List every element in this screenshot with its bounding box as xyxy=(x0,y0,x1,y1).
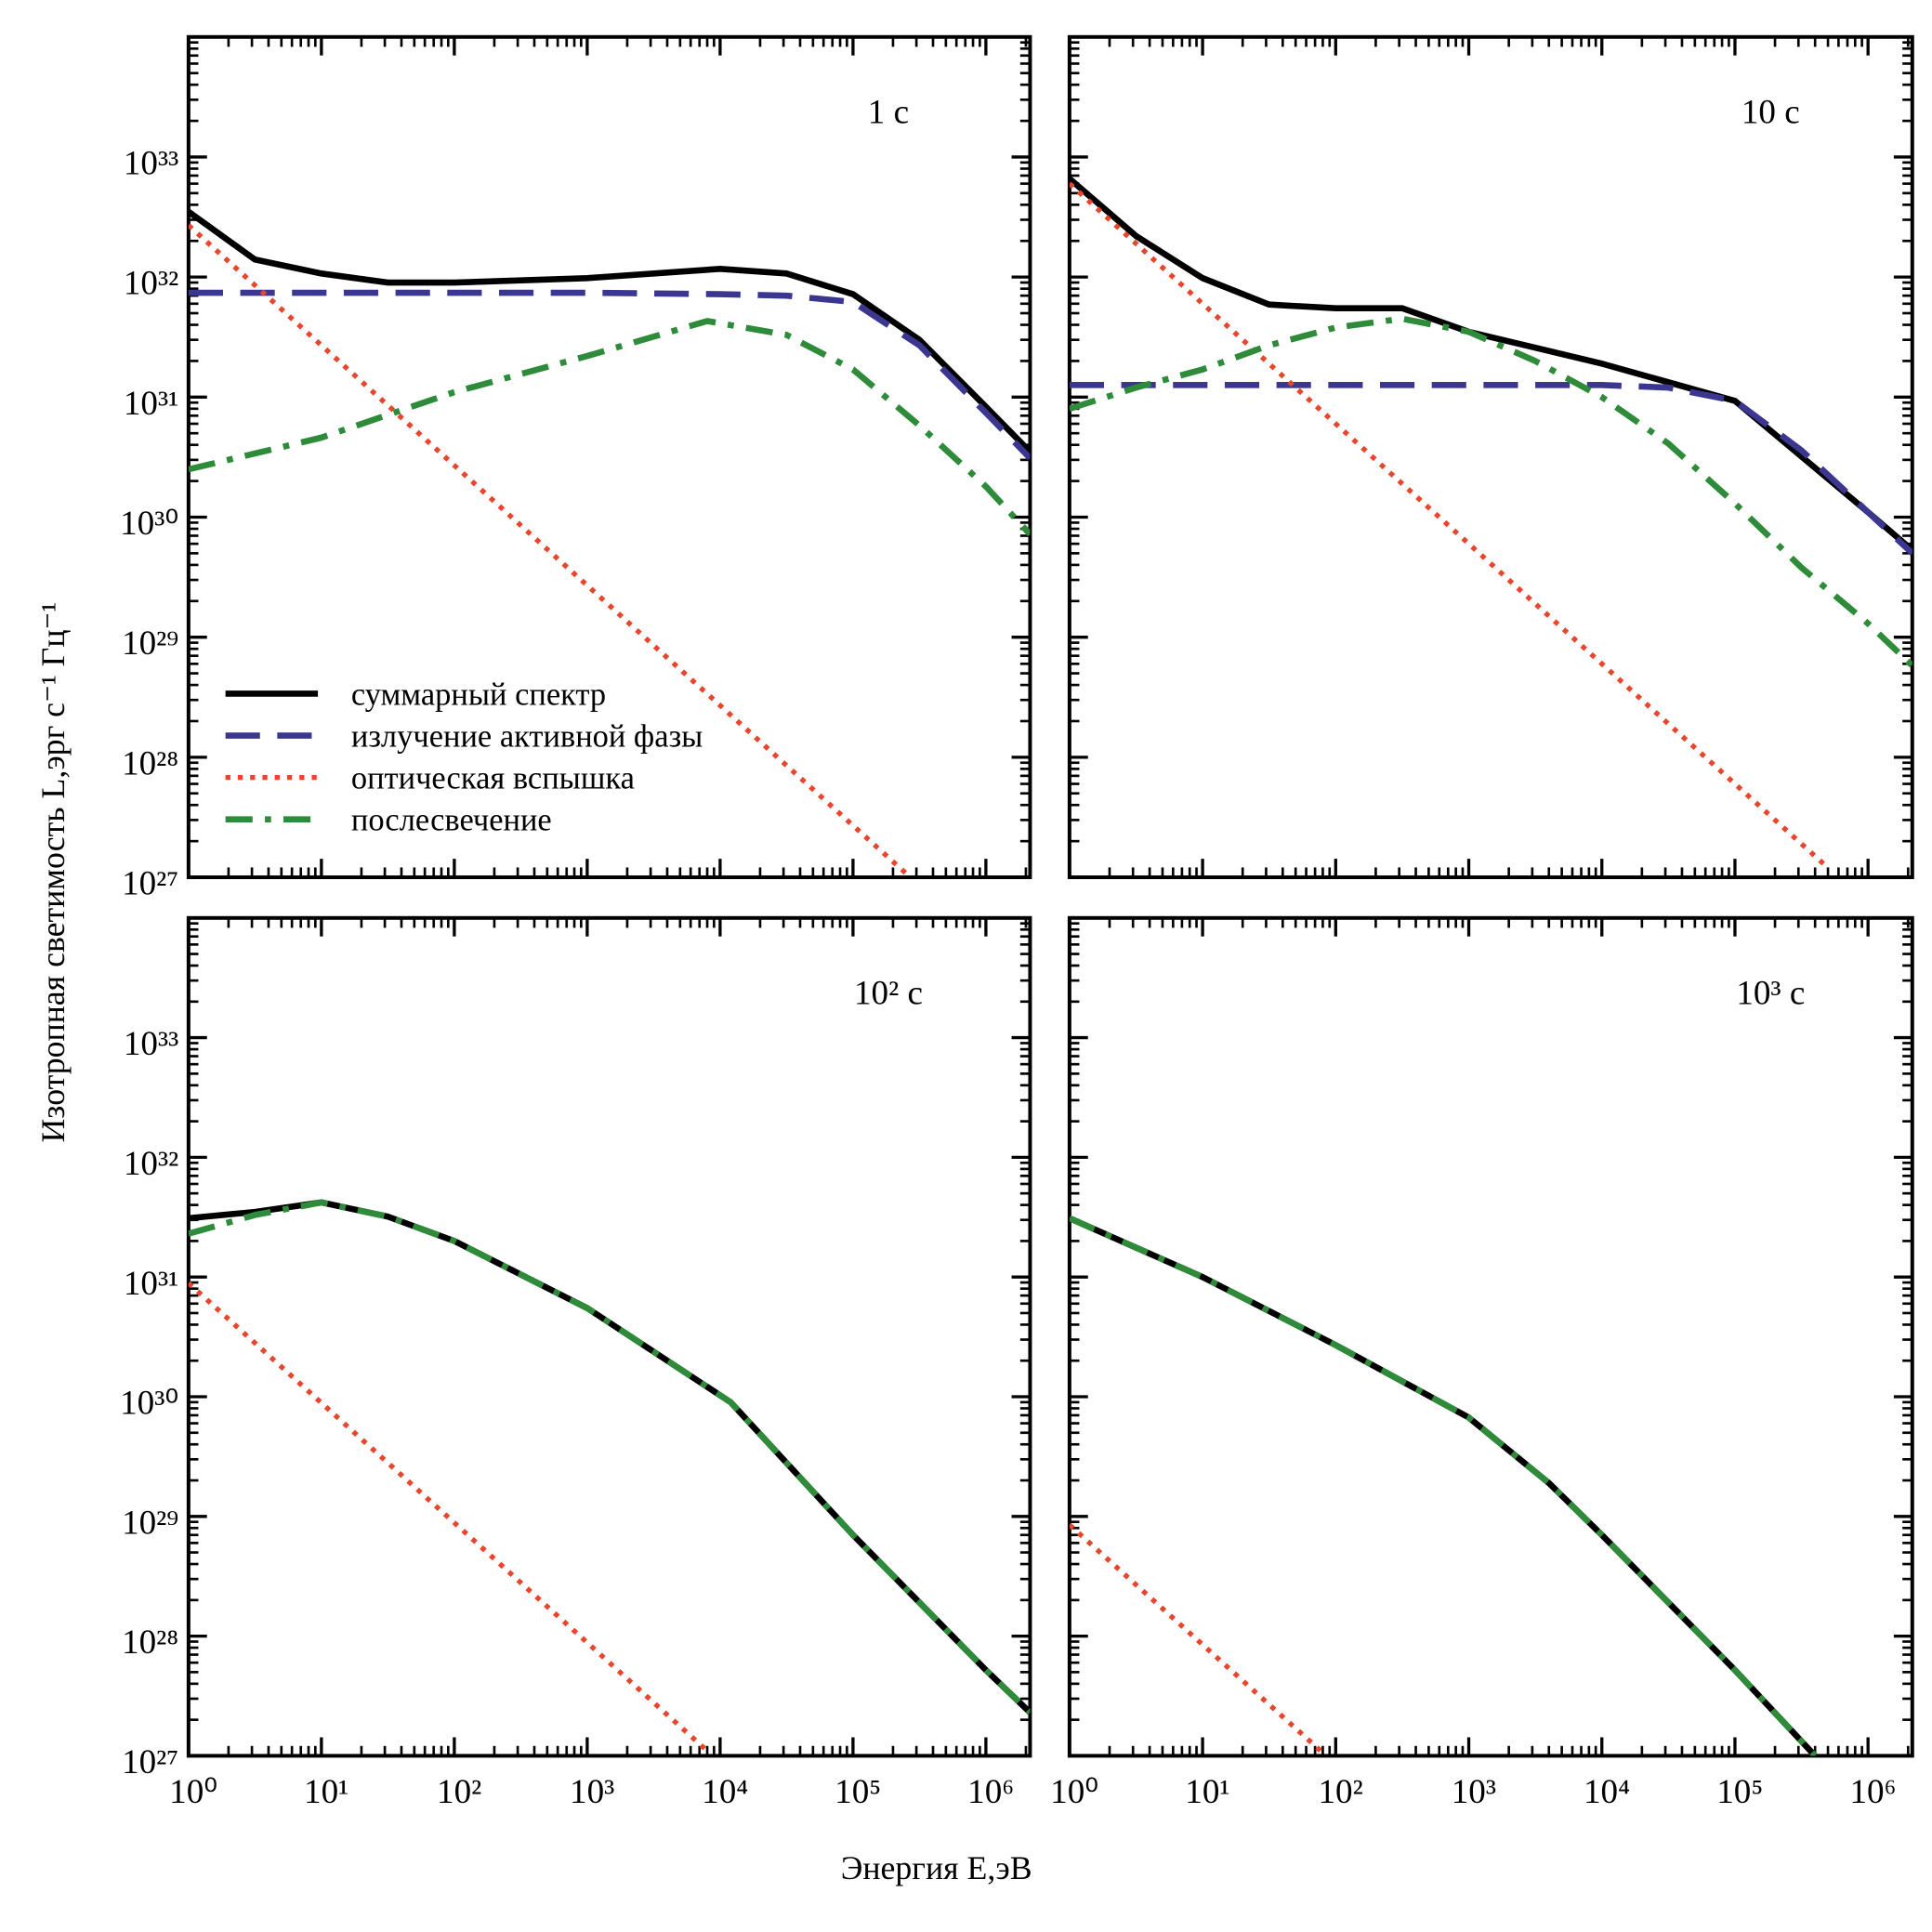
x-tick-label: 10⁵ xyxy=(1716,1773,1763,1811)
y-tick-label: 10²⁷ xyxy=(122,1743,178,1781)
y-tick-label: 10²⁹ xyxy=(122,624,178,663)
series-line xyxy=(188,1199,1031,1715)
panel-label: 1 с xyxy=(868,94,909,132)
series-line xyxy=(188,209,1031,454)
series-line xyxy=(1069,1522,1325,1755)
x-tick-label: 10⁰ xyxy=(169,1773,217,1811)
series-line xyxy=(1069,181,1830,870)
x-tick-label: 10² xyxy=(1318,1773,1362,1811)
series-line xyxy=(188,289,1031,461)
x-tick-label: 10⁶ xyxy=(967,1773,1014,1811)
series-line xyxy=(1069,1215,1818,1756)
y-tick-label: 10³³ xyxy=(124,145,178,183)
series-line xyxy=(188,223,908,875)
legend-label: излучение активной фазы xyxy=(351,718,703,754)
x-tick-label: 10¹ xyxy=(1185,1773,1229,1811)
series-line xyxy=(1069,382,1912,556)
x-tick-label: 10⁴ xyxy=(1584,1773,1630,1811)
series-line xyxy=(1069,315,1912,668)
y-tick-label: 10³⁰ xyxy=(120,505,178,543)
y-tick-label: 10³³ xyxy=(124,1025,178,1063)
x-tick-label: 10⁵ xyxy=(835,1773,881,1811)
series-line xyxy=(188,1199,1031,1715)
legend-label: послесвечение xyxy=(351,803,552,838)
panel-label: 10³ с xyxy=(1736,975,1805,1013)
y-axis-title: Изотропная светимость L,эрг с⁻¹ Гц⁻¹ xyxy=(34,602,72,1143)
x-tick-label: 10² xyxy=(437,1773,481,1811)
x-tick-label: 10⁰ xyxy=(1050,1773,1098,1811)
y-tick-label: 10³² xyxy=(124,1145,178,1183)
panel-label: 10 с xyxy=(1741,94,1800,132)
series-line xyxy=(188,318,1031,537)
plot-frame xyxy=(1067,34,1914,880)
series-line xyxy=(188,1281,709,1754)
plot-frame xyxy=(186,915,1032,1758)
plot-frame xyxy=(1067,915,1914,1758)
y-tick-label: 10²⁷ xyxy=(122,865,178,903)
y-tick-label: 10²⁹ xyxy=(122,1504,178,1542)
y-tick-label: 10³¹ xyxy=(124,1265,178,1303)
series-line xyxy=(1069,176,1912,553)
y-tick-label: 10³² xyxy=(124,265,178,303)
legend-label: суммарный спектр xyxy=(351,677,606,712)
panel-label: 10² с xyxy=(854,975,923,1013)
x-tick-label: 10³ xyxy=(570,1773,614,1811)
series-line xyxy=(1069,1215,1818,1756)
x-tick-label: 10¹ xyxy=(304,1773,348,1811)
x-tick-label: 10⁶ xyxy=(1849,1773,1896,1811)
x-tick-label: 10³ xyxy=(1452,1773,1496,1811)
x-tick-label: 10⁴ xyxy=(702,1773,748,1811)
y-tick-label: 10³¹ xyxy=(124,385,178,423)
legend-label: оптическая вспышка xyxy=(351,761,635,796)
y-tick-label: 10²⁸ xyxy=(122,744,178,782)
y-tick-label: 10³⁰ xyxy=(120,1385,178,1423)
y-tick-label: 10²⁸ xyxy=(122,1623,178,1662)
x-axis-title: Энергия E,эВ xyxy=(841,1849,1032,1886)
